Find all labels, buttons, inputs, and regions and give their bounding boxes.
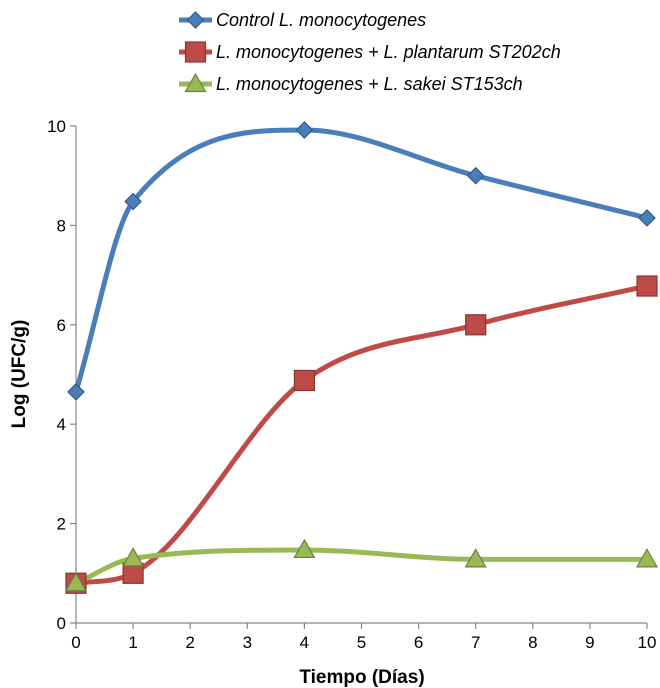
x-ticks: 0 1 2 3 4 5 6 7 8 9 10 <box>71 623 656 652</box>
legend: Control L. monocytogenes L. monocytogenes… <box>179 10 561 94</box>
legend-marker-1 <box>186 11 205 29</box>
y-tick-label: 4 <box>57 415 66 434</box>
data-point-series-1 <box>67 383 85 401</box>
y-tick-label: 0 <box>57 614 66 633</box>
data-point-series-3 <box>464 548 487 568</box>
x-tick-label: 0 <box>71 633 80 652</box>
y-tick-label: 8 <box>57 216 66 235</box>
data-point-series-1 <box>124 192 142 211</box>
data-point-series-1 <box>638 209 656 227</box>
legend-label-1: Control L. monocytogenes <box>216 10 426 30</box>
data-point-series-3 <box>635 548 659 568</box>
x-tick-label: 4 <box>300 633 309 652</box>
data-point-series-1 <box>295 121 314 139</box>
x-tick-label: 1 <box>128 633 137 652</box>
legend-marker-2 <box>184 41 207 63</box>
y-ticks: 0 2 4 6 8 10 <box>47 117 76 633</box>
x-tick-label: 9 <box>585 633 594 652</box>
series-line-3 <box>73 547 650 586</box>
series-lines <box>73 127 650 586</box>
y-tick-label: 2 <box>57 515 66 534</box>
y-tick-label: 10 <box>47 117 66 136</box>
x-tick-label: 3 <box>243 633 252 652</box>
series-line-2 <box>73 283 650 586</box>
data-point-series-1 <box>466 166 485 185</box>
x-tick-label: 7 <box>471 633 480 652</box>
data-point-series-3 <box>293 538 316 559</box>
x-tick-label: 5 <box>357 633 366 652</box>
data-point-series-2 <box>465 314 487 336</box>
legend-marker-3 <box>184 72 207 93</box>
series-markers <box>64 121 659 594</box>
x-tick-label: 2 <box>185 633 194 652</box>
x-tick-label: 6 <box>414 633 423 652</box>
data-point-series-2 <box>636 275 658 297</box>
x-tick-label: 8 <box>528 633 537 652</box>
y-tick-label: 6 <box>57 316 66 335</box>
x-axis-title: Tiempo (Días) <box>299 667 424 688</box>
data-point-series-2 <box>293 369 315 392</box>
legend-label-2: L. monocytogenes + L. plantarum ST202ch <box>216 42 561 62</box>
data-point-series-3 <box>122 547 145 567</box>
legend-label-3: L. monocytogenes + L. sakei ST153ch <box>216 74 523 94</box>
y-axis-title: Log (UFC/g) <box>9 320 30 429</box>
x-tick-label: 10 <box>638 633 657 652</box>
data-point-series-3 <box>64 572 88 592</box>
